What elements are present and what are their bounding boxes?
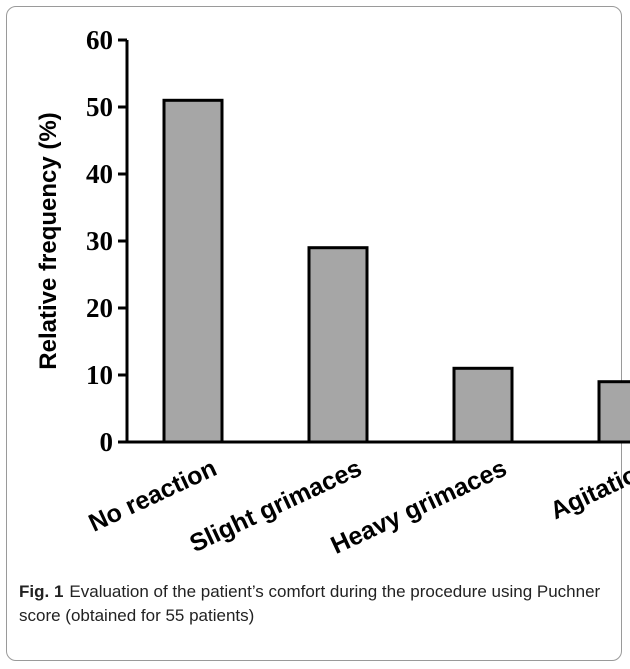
bar-heavy-grimaces (452, 366, 514, 444)
y-tick-label: 60 (86, 25, 113, 55)
bar-no-reaction (162, 98, 224, 444)
y-axis-title: Relative frequency (%) (35, 112, 62, 369)
bar-agitation (597, 380, 630, 444)
y-tick-label: 30 (86, 226, 113, 256)
y-tick-label: 20 (86, 293, 113, 323)
figure-caption: Fig. 1 Evaluation of the patient’s comfor… (19, 580, 609, 628)
caption-text: Evaluation of the patient’s comfort duri… (19, 582, 601, 625)
bars (162, 98, 630, 444)
caption-label: Fig. 1 (19, 582, 64, 601)
y-tick-label: 10 (86, 360, 113, 390)
x-tick-label: Agitation (546, 454, 630, 525)
y-tick-label: 40 (86, 159, 113, 189)
y-axis-ticks: 0 10 20 30 40 50 60 (86, 25, 127, 457)
y-tick-label: 50 (86, 92, 113, 122)
axes (125, 40, 610, 444)
bar-slight-grimaces (307, 246, 369, 444)
y-tick-label: 0 (100, 427, 114, 457)
